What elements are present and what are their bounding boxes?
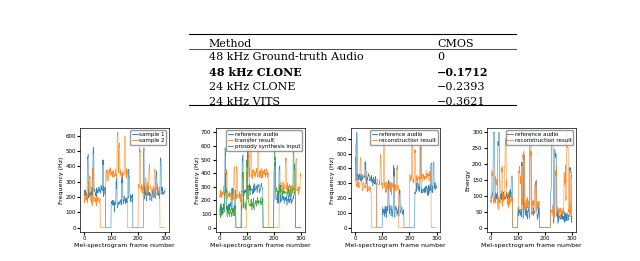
X-axis label: Mel-spectrogram frame number: Mel-spectrogram frame number — [74, 243, 175, 248]
Text: 24 kHz CLONE: 24 kHz CLONE — [209, 82, 296, 92]
Text: 48 kHz CLONE: 48 kHz CLONE — [209, 67, 301, 78]
X-axis label: Mel-spectrogram frame number: Mel-spectrogram frame number — [210, 243, 310, 248]
Text: −0.1712: −0.1712 — [437, 67, 488, 78]
Text: 48 kHz Ground-truth Audio: 48 kHz Ground-truth Audio — [209, 52, 364, 62]
Y-axis label: Frequency (Hz): Frequency (Hz) — [330, 156, 335, 204]
Text: 0: 0 — [437, 52, 444, 62]
Text: −0.3621: −0.3621 — [437, 97, 486, 107]
Y-axis label: Frequency (Hz): Frequency (Hz) — [195, 156, 200, 204]
Text: −0.2393: −0.2393 — [437, 82, 486, 92]
Legend: reference audio, transfer result, prosody synthesis input: reference audio, transfer result, prosod… — [226, 130, 302, 151]
Legend: reference audio, reconstruction result: reference audio, reconstruction result — [506, 130, 573, 145]
Legend: sample 1, sample 2: sample 1, sample 2 — [131, 130, 166, 145]
X-axis label: Mel-spectrogram frame number: Mel-spectrogram frame number — [481, 243, 582, 248]
Y-axis label: Frequency (Hz): Frequency (Hz) — [59, 156, 64, 204]
Text: CMOS: CMOS — [437, 39, 474, 49]
Legend: reference audio, reconstruction result: reference audio, reconstruction result — [370, 130, 438, 145]
Y-axis label: Energy: Energy — [466, 169, 471, 191]
Text: 24 kHz VITS: 24 kHz VITS — [209, 97, 280, 107]
X-axis label: Mel-spectrogram frame number: Mel-spectrogram frame number — [346, 243, 446, 248]
Text: Method: Method — [209, 39, 252, 49]
